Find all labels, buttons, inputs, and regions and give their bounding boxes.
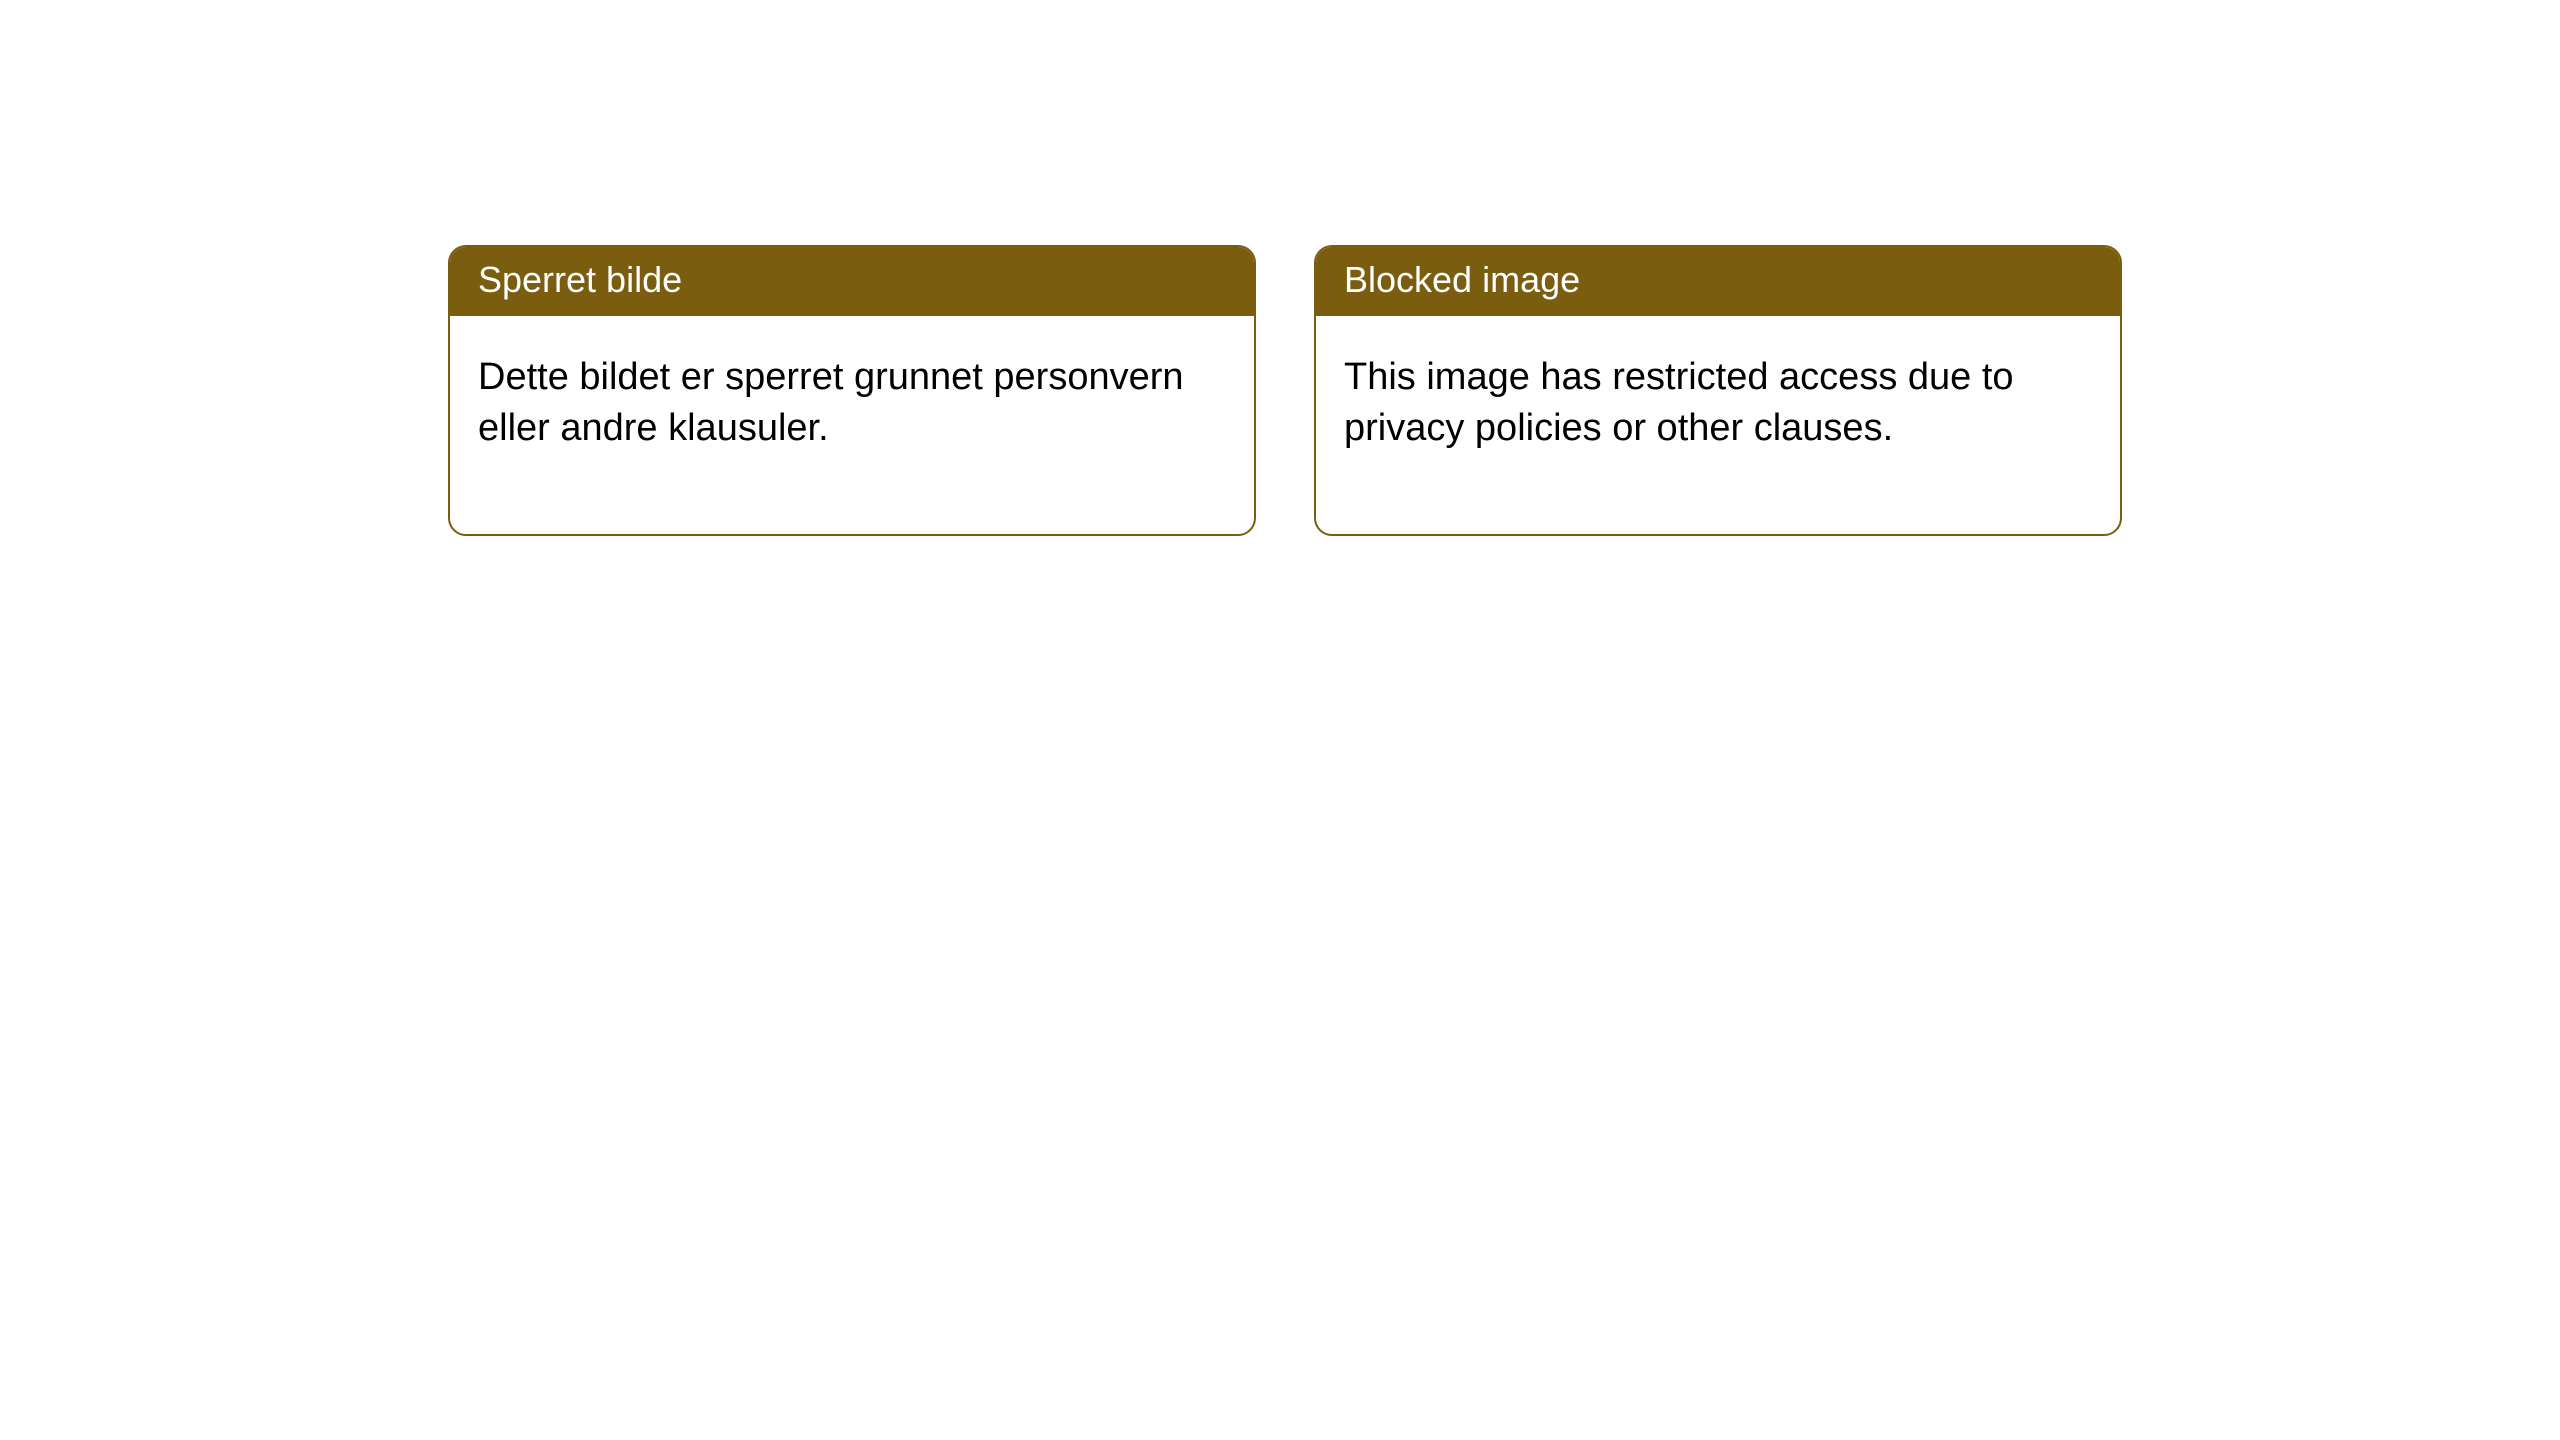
notice-body-text: This image has restricted access due to … [1344,356,2014,449]
notice-header: Sperret bilde [450,247,1254,316]
notice-body: Dette bildet er sperret grunnet personve… [450,316,1254,535]
notice-card-english: Blocked image This image has restricted … [1314,245,2122,536]
notice-title: Sperret bilde [478,259,682,300]
notice-body-text: Dette bildet er sperret grunnet personve… [478,356,1184,449]
notice-title: Blocked image [1344,259,1580,300]
notice-body: This image has restricted access due to … [1316,316,2120,535]
notices-container: Sperret bilde Dette bildet er sperret gr… [0,0,2560,536]
notice-header: Blocked image [1316,247,2120,316]
notice-card-norwegian: Sperret bilde Dette bildet er sperret gr… [448,245,1256,536]
